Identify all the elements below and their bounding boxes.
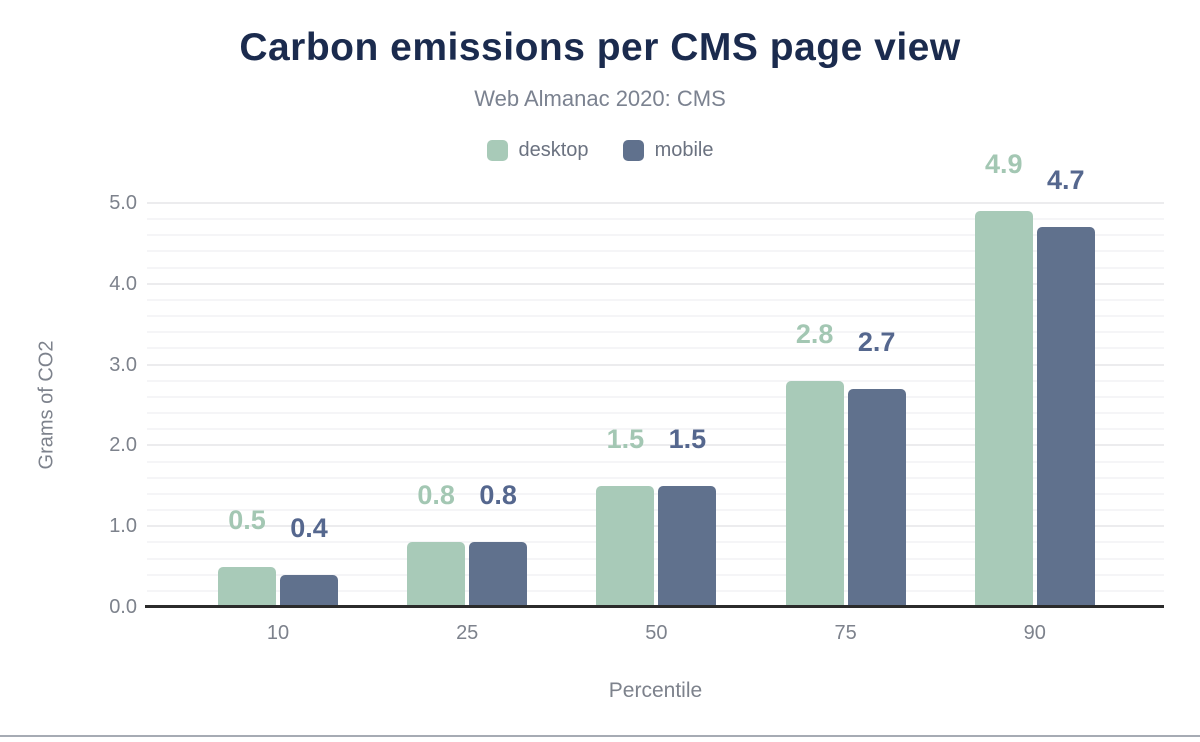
chart-legend: desktop mobile xyxy=(0,139,1200,162)
x-axis-title: Percentile xyxy=(608,679,703,702)
legend-item-desktop[interactable]: desktop xyxy=(486,139,589,162)
x-tick-label: 10 xyxy=(266,622,290,644)
y-tick-label: 2.0 xyxy=(109,434,137,457)
y-axis-title: Grams of CO2 xyxy=(35,340,58,470)
value-label-desktop-p10: 0.5 xyxy=(228,504,266,535)
y-tick-label: 3.0 xyxy=(109,353,137,376)
value-label-desktop-p75: 2.8 xyxy=(795,318,834,349)
gridline-minor xyxy=(147,541,1164,544)
y-tick-label: 0.0 xyxy=(109,596,137,618)
gridline-major xyxy=(147,444,1164,447)
bar-mobile-p90[interactable] xyxy=(1036,227,1095,607)
value-label-desktop-p50: 1.5 xyxy=(606,423,645,454)
gridline-minor xyxy=(147,331,1164,334)
desktop-series-swatch-icon xyxy=(486,140,508,161)
x-tick-label: 90 xyxy=(1023,622,1046,644)
gridline-minor xyxy=(147,315,1164,318)
bar-desktop-p75[interactable] xyxy=(785,380,844,607)
y-tick-label: 5.0 xyxy=(109,192,137,214)
mobile-series-swatch-icon xyxy=(622,140,644,161)
y-tick-label: 4.0 xyxy=(109,272,137,295)
bottom-divider-rule xyxy=(0,735,1200,737)
gridline-major xyxy=(147,202,1164,204)
gridline-minor xyxy=(147,234,1164,237)
x-tick-label: 75 xyxy=(834,622,857,644)
legend-label-desktop: desktop xyxy=(518,139,589,161)
gridline-minor xyxy=(147,298,1164,301)
value-label-desktop-p25: 0.8 xyxy=(417,480,455,511)
value-label-desktop-p90: 4.9 xyxy=(985,149,1023,180)
gridline-minor xyxy=(147,509,1164,512)
bar-mobile-p10[interactable] xyxy=(280,574,338,607)
gridline-minor xyxy=(147,218,1164,221)
gridline-minor xyxy=(147,573,1164,576)
value-label-mobile-p90: 4.7 xyxy=(1047,165,1085,196)
gridline-major xyxy=(147,282,1164,285)
gridline-minor xyxy=(147,428,1164,431)
bar-desktop-p90[interactable] xyxy=(974,211,1033,607)
bar-desktop-p50[interactable] xyxy=(596,485,655,607)
gridline-minor xyxy=(147,476,1164,479)
bar-desktop-p10[interactable] xyxy=(218,566,276,607)
y-tick-label: 1.0 xyxy=(109,515,137,538)
bar-mobile-p25[interactable] xyxy=(469,542,528,607)
gridline-minor xyxy=(147,492,1164,495)
gridline-minor xyxy=(147,412,1164,415)
gridline-minor xyxy=(147,589,1164,592)
gridline-minor xyxy=(147,266,1164,269)
gridline-minor xyxy=(147,557,1164,560)
chart-subtitle: Web Almanac 2020: CMS xyxy=(474,86,726,111)
x-tick-label: 25 xyxy=(456,622,479,644)
gridline-minor xyxy=(147,395,1164,398)
legend-item-mobile[interactable]: mobile xyxy=(622,139,714,162)
gridline-major xyxy=(147,363,1164,366)
gridline-minor xyxy=(147,347,1164,350)
gridline-minor xyxy=(147,460,1164,463)
value-label-mobile-p25: 0.8 xyxy=(479,480,517,511)
x-axis-line xyxy=(145,605,1164,608)
x-tick-label: 50 xyxy=(645,622,668,644)
bar-desktop-p25[interactable] xyxy=(407,542,466,607)
bar-mobile-p75[interactable] xyxy=(847,388,906,607)
plot-area: 0.5 0.8 1.5 2.8 4.9 0.4 0.8 1.5 2.7 4.7 xyxy=(147,151,1164,607)
bar-mobile-p50[interactable] xyxy=(658,485,717,607)
value-label-mobile-p10: 0.4 xyxy=(290,512,328,543)
value-label-mobile-p75: 2.7 xyxy=(857,326,896,357)
gridline-minor xyxy=(147,250,1164,253)
chart-title: Carbon emissions per CMS page view xyxy=(239,26,961,69)
gridline-major xyxy=(147,525,1164,528)
legend-label-mobile: mobile xyxy=(654,139,714,161)
gridline-minor xyxy=(147,379,1164,382)
value-label-mobile-p50: 1.5 xyxy=(668,423,707,454)
